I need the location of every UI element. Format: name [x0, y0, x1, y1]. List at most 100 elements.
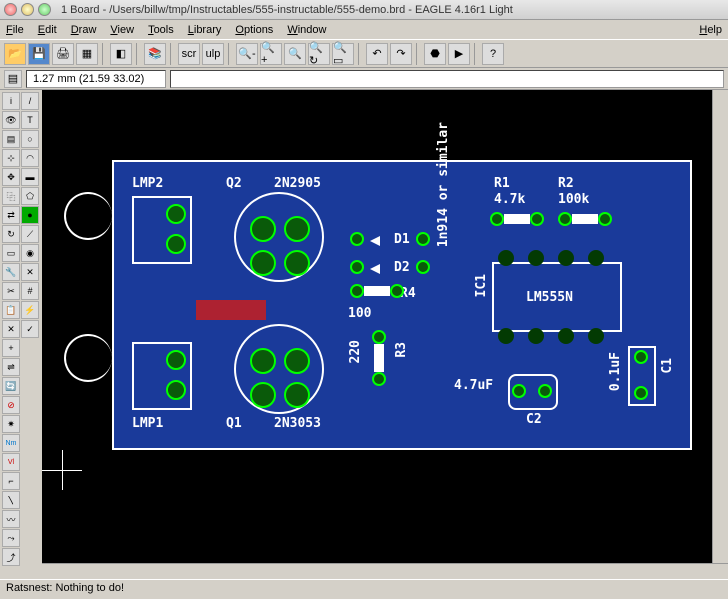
- minimize-window-button[interactable]: [21, 3, 34, 16]
- label-q2: Q2: [226, 176, 242, 191]
- zoom-select-icon[interactable]: 🔍▭: [332, 43, 354, 65]
- close-window-button[interactable]: [4, 3, 17, 16]
- signal-tool[interactable]: ⟋: [21, 225, 39, 243]
- ripup-tool[interactable]: ⤴: [2, 548, 20, 566]
- pad: [634, 386, 648, 400]
- pad: [350, 232, 364, 246]
- redo-icon[interactable]: ↷: [390, 43, 412, 65]
- delete-tool[interactable]: ✕: [2, 320, 20, 338]
- label-r4-val: 100: [348, 306, 371, 321]
- pad: [250, 348, 276, 374]
- via-tool[interactable]: ●: [21, 206, 39, 224]
- hole-tool[interactable]: ◉: [21, 244, 39, 262]
- label-ic1: IC1: [474, 274, 489, 297]
- paste-tool[interactable]: 📋: [2, 301, 20, 319]
- library-icon[interactable]: 📚: [144, 43, 166, 65]
- horizontal-scrollbar[interactable]: [42, 563, 728, 579]
- zoom-redraw-icon[interactable]: 🔍↻: [308, 43, 330, 65]
- status-text: Ratsnest: Nothing to do!: [6, 582, 124, 594]
- drc-tool[interactable]: ✓: [21, 320, 39, 338]
- pad: [558, 212, 572, 226]
- replace-tool[interactable]: 🔄: [2, 377, 20, 395]
- wire-tool[interactable]: /: [21, 92, 39, 110]
- go-icon[interactable]: ▶: [448, 43, 470, 65]
- help-icon[interactable]: ?: [482, 43, 504, 65]
- miter-tool[interactable]: ⌐: [2, 472, 20, 490]
- pad: [284, 250, 310, 276]
- rect-tool[interactable]: ▬: [21, 168, 39, 186]
- param-toolbar: ▤ 1.27 mm (21.59 33.02): [0, 68, 728, 90]
- lock-tool[interactable]: ⊘: [2, 396, 20, 414]
- vertical-scrollbar[interactable]: [712, 90, 728, 563]
- label-q1-part: 2N3053: [274, 416, 321, 431]
- q2-outline: [234, 192, 324, 282]
- zoom-window-button[interactable]: [38, 3, 51, 16]
- resistor-body: [374, 344, 384, 372]
- label-r3-val: 220: [348, 340, 363, 363]
- auto-tool[interactable]: #: [21, 282, 39, 300]
- polygon-tool[interactable]: ⬠: [21, 187, 39, 205]
- layer-icon[interactable]: ▤: [4, 70, 22, 88]
- info-tool[interactable]: i: [2, 92, 20, 110]
- menu-view[interactable]: View: [110, 24, 134, 36]
- zoom-fit-icon[interactable]: 🔍: [284, 43, 306, 65]
- pinswap-tool[interactable]: ⇌: [2, 358, 20, 376]
- print-icon[interactable]: 🖨: [52, 43, 74, 65]
- copy-tool[interactable]: ⿻: [2, 187, 20, 205]
- circle-tool[interactable]: ○: [21, 130, 39, 148]
- menubar: File Edit Draw View Tools Library Option…: [0, 20, 728, 40]
- board-icon[interactable]: ◧: [110, 43, 132, 65]
- optimize-tool[interactable]: 〰: [2, 510, 20, 528]
- ic-pad: [588, 250, 604, 266]
- stop-icon[interactable]: ⬣: [424, 43, 446, 65]
- pad: [284, 382, 310, 408]
- group-tool[interactable]: ▭: [2, 244, 20, 262]
- pad: [416, 232, 430, 246]
- ulp-icon[interactable]: ulp: [202, 43, 224, 65]
- pad: [390, 284, 404, 298]
- route-tool[interactable]: ⤳: [2, 529, 20, 547]
- menu-help[interactable]: Help: [699, 24, 722, 36]
- menu-options[interactable]: Options: [235, 24, 273, 36]
- mirror-tool[interactable]: ⇄: [2, 206, 20, 224]
- undo-icon[interactable]: ↶: [366, 43, 388, 65]
- name-tool[interactable]: Nm: [2, 434, 20, 452]
- menu-file[interactable]: File: [6, 24, 24, 36]
- menu-draw[interactable]: Draw: [71, 24, 97, 36]
- open-icon[interactable]: 📂: [4, 43, 26, 65]
- show-tool[interactable]: 👁: [2, 111, 20, 129]
- script-icon[interactable]: scr: [178, 43, 200, 65]
- zoom-in-icon[interactable]: 🔍+: [260, 43, 282, 65]
- move-tool[interactable]: ✥: [2, 168, 20, 186]
- rotate-tool[interactable]: ↻: [2, 225, 20, 243]
- menu-window[interactable]: Window: [287, 24, 326, 36]
- layers-tool[interactable]: ▤: [2, 130, 20, 148]
- mark-tool[interactable]: ⊹: [2, 149, 20, 167]
- arc-tool[interactable]: ◠: [21, 149, 39, 167]
- pcb-canvas[interactable]: LMP2 LMP1 Q2 2N2905: [42, 90, 712, 563]
- q1-outline: [234, 324, 324, 414]
- pad: [350, 284, 364, 298]
- command-input[interactable]: [170, 70, 724, 88]
- tool-palette: i 👁 ▤ ⊹ ✥ ⿻ ⇄ ↻ ▭ 🔧 ✂ 📋 ✕ + ⇌ 🔄 ⊘ ✷ Nm V…: [0, 90, 42, 579]
- smash-tool[interactable]: ✷: [2, 415, 20, 433]
- ratsnest-tool[interactable]: ✕: [21, 263, 39, 281]
- label-diode-note: 1n914 or similar: [436, 122, 451, 247]
- menu-library[interactable]: Library: [188, 24, 222, 36]
- value-tool[interactable]: Vl: [2, 453, 20, 471]
- add-tool[interactable]: +: [2, 339, 20, 357]
- titlebar: 1 Board - /Users/billw/tmp/Instructables…: [0, 0, 728, 20]
- cam-icon[interactable]: ▦: [76, 43, 98, 65]
- label-r2-val: 100k: [558, 192, 589, 207]
- split-tool[interactable]: 〵: [2, 491, 20, 509]
- cut-tool[interactable]: ✂: [2, 282, 20, 300]
- text-tool[interactable]: T: [21, 111, 39, 129]
- label-d1: D1: [394, 232, 410, 247]
- change-tool[interactable]: 🔧: [2, 263, 20, 281]
- menu-tools[interactable]: Tools: [148, 24, 174, 36]
- menu-edit[interactable]: Edit: [38, 24, 57, 36]
- zoom-out-icon[interactable]: 🔍-: [236, 43, 258, 65]
- erc-tool[interactable]: ⚡: [21, 301, 39, 319]
- pad: [166, 350, 186, 370]
- save-icon[interactable]: 💾: [28, 43, 50, 65]
